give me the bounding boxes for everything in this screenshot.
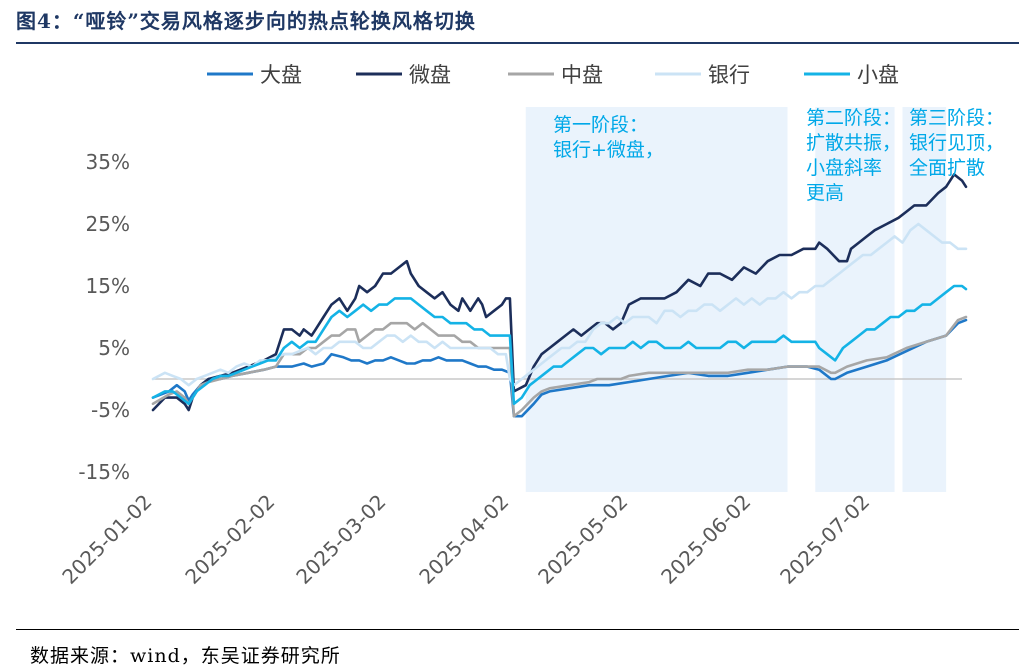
series-line-2: [151, 173, 968, 412]
stage-annotation-text: 银行见顶，: [909, 132, 1004, 154]
legend-label: 小盘: [857, 63, 899, 87]
stage-annotation-text: 小盘斜率: [806, 157, 882, 179]
legend: 大盘 微盘 中盘 银行 小盘: [207, 63, 899, 87]
legend-label: 大盘: [260, 63, 302, 87]
stage-annotation-text: 扩散共振，: [806, 132, 901, 154]
x-tick-label: 2025-03-02: [291, 490, 390, 589]
shaded-period-2: [815, 107, 895, 492]
y-tick-label: 25%: [86, 212, 130, 236]
legend-label: 银行: [708, 63, 750, 87]
series-line-4: [151, 222, 968, 387]
legend-label: 微盘: [409, 63, 451, 87]
y-tick-label: 5%: [98, 336, 130, 360]
stage-annotation-text: 第三阶段：: [909, 107, 1004, 129]
x-tick-label: 2025-06-02: [656, 490, 755, 589]
y-tick-label: 35%: [86, 150, 130, 174]
series-line-3: [151, 315, 968, 418]
series-line-5: [151, 284, 968, 406]
title-rule: [16, 42, 1019, 44]
stage-annotation-text: 银行+微盘，: [553, 139, 664, 161]
source-rule: [16, 629, 1019, 630]
stage-annotation-text: 全面扩散: [909, 157, 985, 179]
shaded-periods: [525, 107, 947, 492]
x-axis-ticks: 2025-01-02 2025-02-02 2025-03-02 2025-04-02…: [57, 490, 874, 589]
y-tick-label: -5%: [91, 398, 130, 422]
x-tick-label: 2025-04-02: [414, 490, 513, 589]
x-tick-label: 2025-07-02: [775, 490, 874, 589]
y-tick-label: -15%: [78, 460, 130, 484]
figure-title: 图4：“哑铃”交易风格逐步向的热点轮换风格切换: [16, 9, 476, 33]
stage-annotation-text: 第二阶段：: [806, 107, 901, 129]
stage-annotation-text: 更高: [806, 182, 844, 204]
legend-label: 中盘: [561, 63, 603, 87]
y-axis-ticks: -15% -5% 5% 15% 25% 35%: [78, 150, 130, 484]
stage-annotation-text: 第一阶段：: [553, 114, 648, 136]
source-note: 数据来源：wind，东吴证券研究所: [30, 645, 341, 667]
y-tick-label: 15%: [86, 274, 130, 298]
x-tick-label: 2025-02-02: [180, 490, 279, 589]
series-lines: [151, 173, 968, 418]
x-tick-label: 2025-05-02: [533, 490, 632, 589]
x-tick-label: 2025-01-02: [57, 490, 156, 589]
